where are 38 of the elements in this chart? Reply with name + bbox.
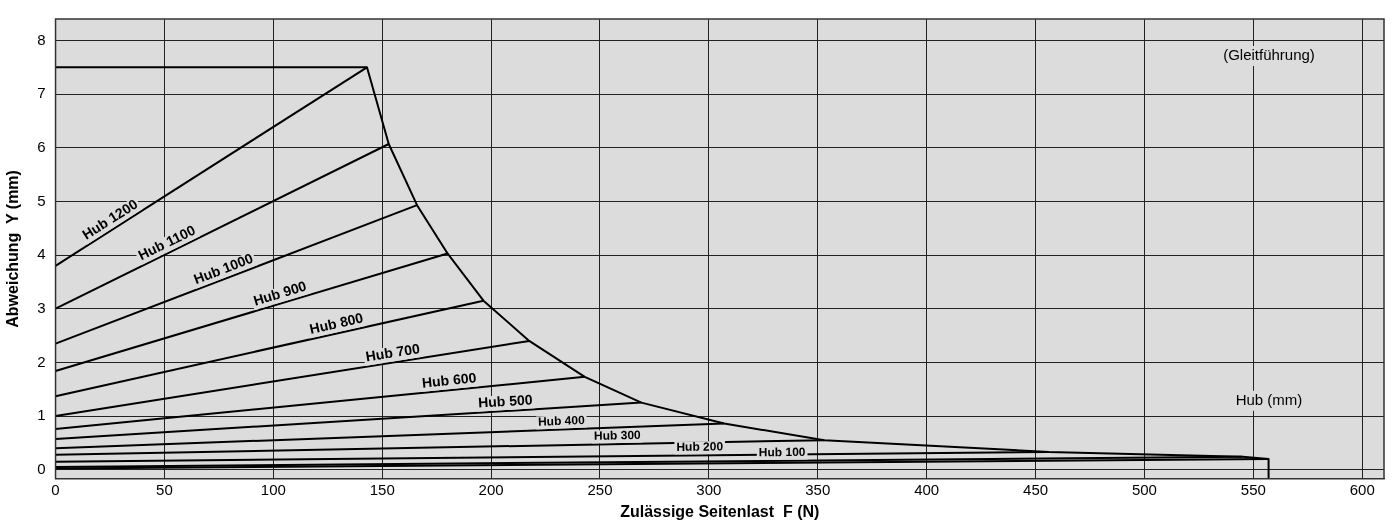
series-label: Hub 400	[537, 412, 586, 429]
text: Hub 1000	[191, 249, 256, 288]
text: Hub 1200	[79, 195, 141, 243]
x-tick-label: 400	[914, 480, 940, 498]
x-tick-label: 300	[696, 480, 722, 498]
y-tick-label: 5	[37, 191, 46, 209]
series-label: Hub 500	[477, 391, 534, 411]
y-tick-label: 0	[37, 459, 46, 477]
y-tick-label: 6	[37, 137, 46, 155]
series-label: Hub 200	[676, 439, 724, 454]
annotation: Hub (mm)	[1235, 390, 1303, 408]
y-tick-label: 8	[37, 30, 46, 48]
x-tick-label: 0	[51, 480, 60, 498]
x-tick-label: 600	[1349, 480, 1375, 498]
text: Hub 600	[421, 369, 478, 391]
text: Hub 900	[251, 277, 309, 309]
x-tick-label: 450	[1023, 480, 1049, 498]
x-tick-label: 250	[587, 480, 613, 498]
series-label: Hub 300	[593, 427, 642, 443]
y-tick-label: 7	[37, 84, 46, 102]
series-label: Hub 100	[758, 444, 806, 460]
y-tick-label: 2	[37, 352, 46, 370]
x-tick-label: 50	[156, 480, 173, 498]
x-tick-label: 350	[805, 480, 831, 498]
x-tick-label: 200	[478, 480, 504, 498]
x-tick-label: 550	[1240, 480, 1266, 498]
text: Hub 1100	[135, 221, 198, 264]
y-tick-label: 4	[37, 245, 46, 263]
text: Hub 700	[364, 340, 422, 365]
x-tick-label: 150	[369, 480, 395, 498]
x-tick-label: 500	[1131, 480, 1157, 498]
x-axis-title: Zulässige Seitenlast F (N)	[620, 502, 820, 520]
text: Hub 800	[307, 309, 365, 337]
y-axis-title: Abweichung Y (mm)	[4, 170, 22, 328]
x-tick-label: 100	[260, 480, 286, 498]
y-tick-label: 3	[37, 298, 46, 316]
y-tick-label: 1	[37, 406, 46, 424]
annotation: (Gleitführung)	[1223, 46, 1315, 64]
